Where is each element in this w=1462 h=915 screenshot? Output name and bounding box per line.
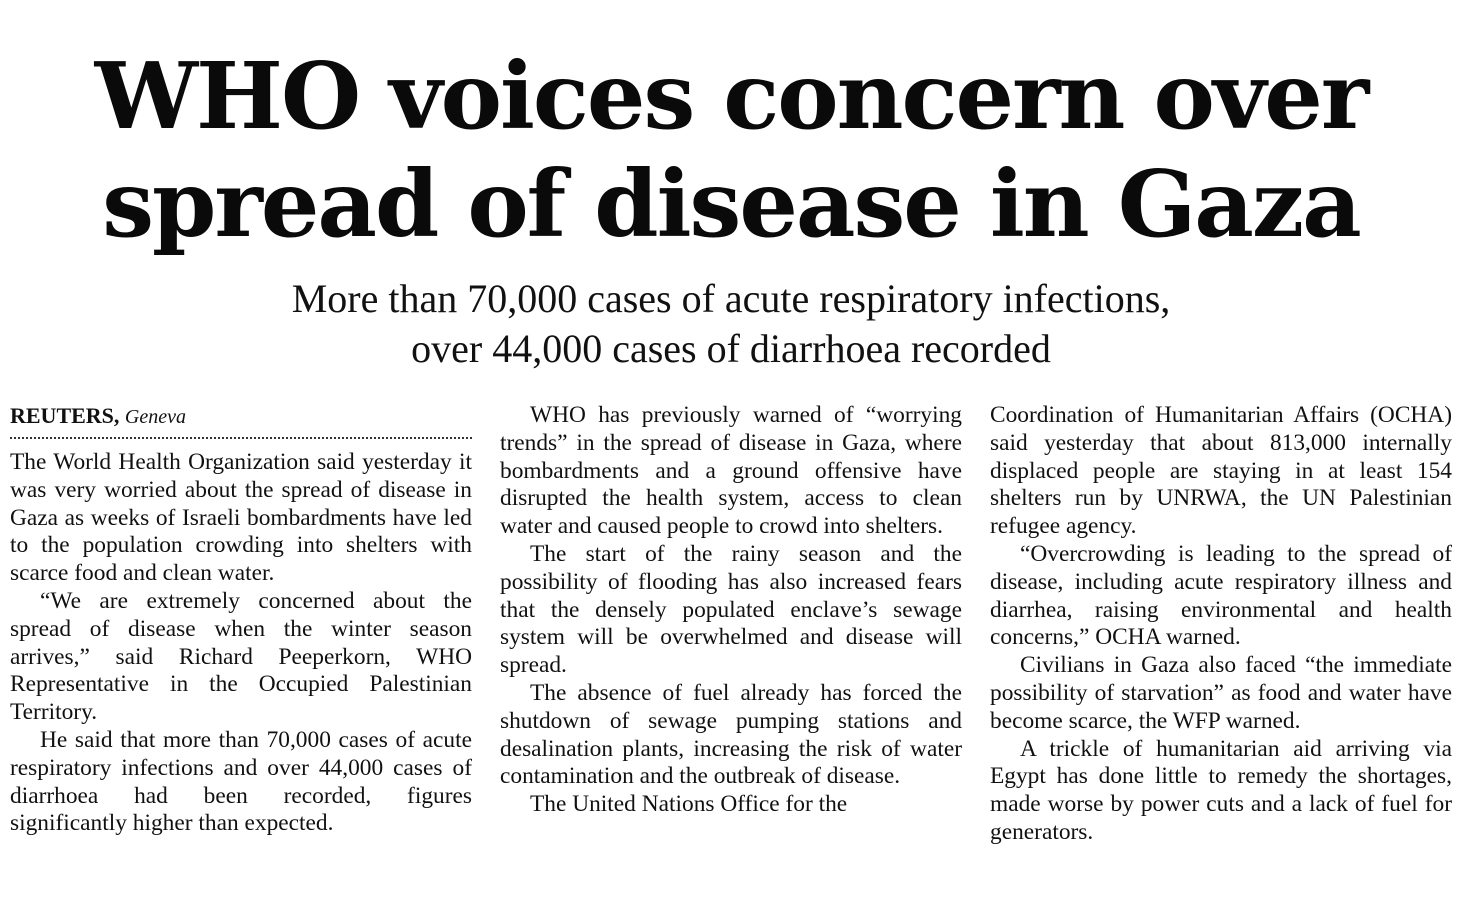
byline-place: Geneva [124,406,186,428]
article-paragraph: Civilians in Gaza also faced “the immedi… [990,652,1452,734]
article-paragraph: The start of the rainy season and the po… [500,540,962,679]
article-paragraph: The United Nations Office for the [530,791,848,818]
article-paragraph: The World Health Organization said yeste… [10,449,472,587]
article-paragraph: The absence of fuel already has forced t… [500,679,962,790]
article-column-2: WHO has previously warned of “worrying t… [500,402,962,912]
headline: WHO voices concern over spread of diseas… [0,42,1462,258]
article-column-1: REUTERS, Geneva The World Health Organiz… [10,402,472,912]
byline-agency: REUTERS, [10,403,120,428]
headline-line-2: spread of disease in Gaza [102,150,1362,258]
subheadline: More than 70,000 cases of acute respirat… [0,274,1462,374]
article-paragraph: “Overcrowding is leading to the spread o… [990,540,1452,651]
article-paragraph: He said that more than 70,000 cases of a… [10,726,472,837]
subheadline-line-1: More than 70,000 cases of acute respirat… [291,276,1171,321]
article-paragraph: WHO has previously warned of “worrying t… [500,402,962,540]
article-paragraph: A trickle of humanitarian aid arriving v… [990,735,1452,845]
subheadline-line-2: over 44,000 cases of diarrhoea recorded [411,326,1051,371]
article-column-3: Coordination of Humanitarian Affairs (OC… [990,402,1452,912]
byline: REUTERS, Geneva [10,402,472,439]
article-paragraph: Coordination of Humanitarian Affairs (OC… [990,402,1452,540]
headline-line-1: WHO voices concern over [94,42,1370,150]
article-paragraph: “We are extremely concerned about the sp… [10,587,472,726]
